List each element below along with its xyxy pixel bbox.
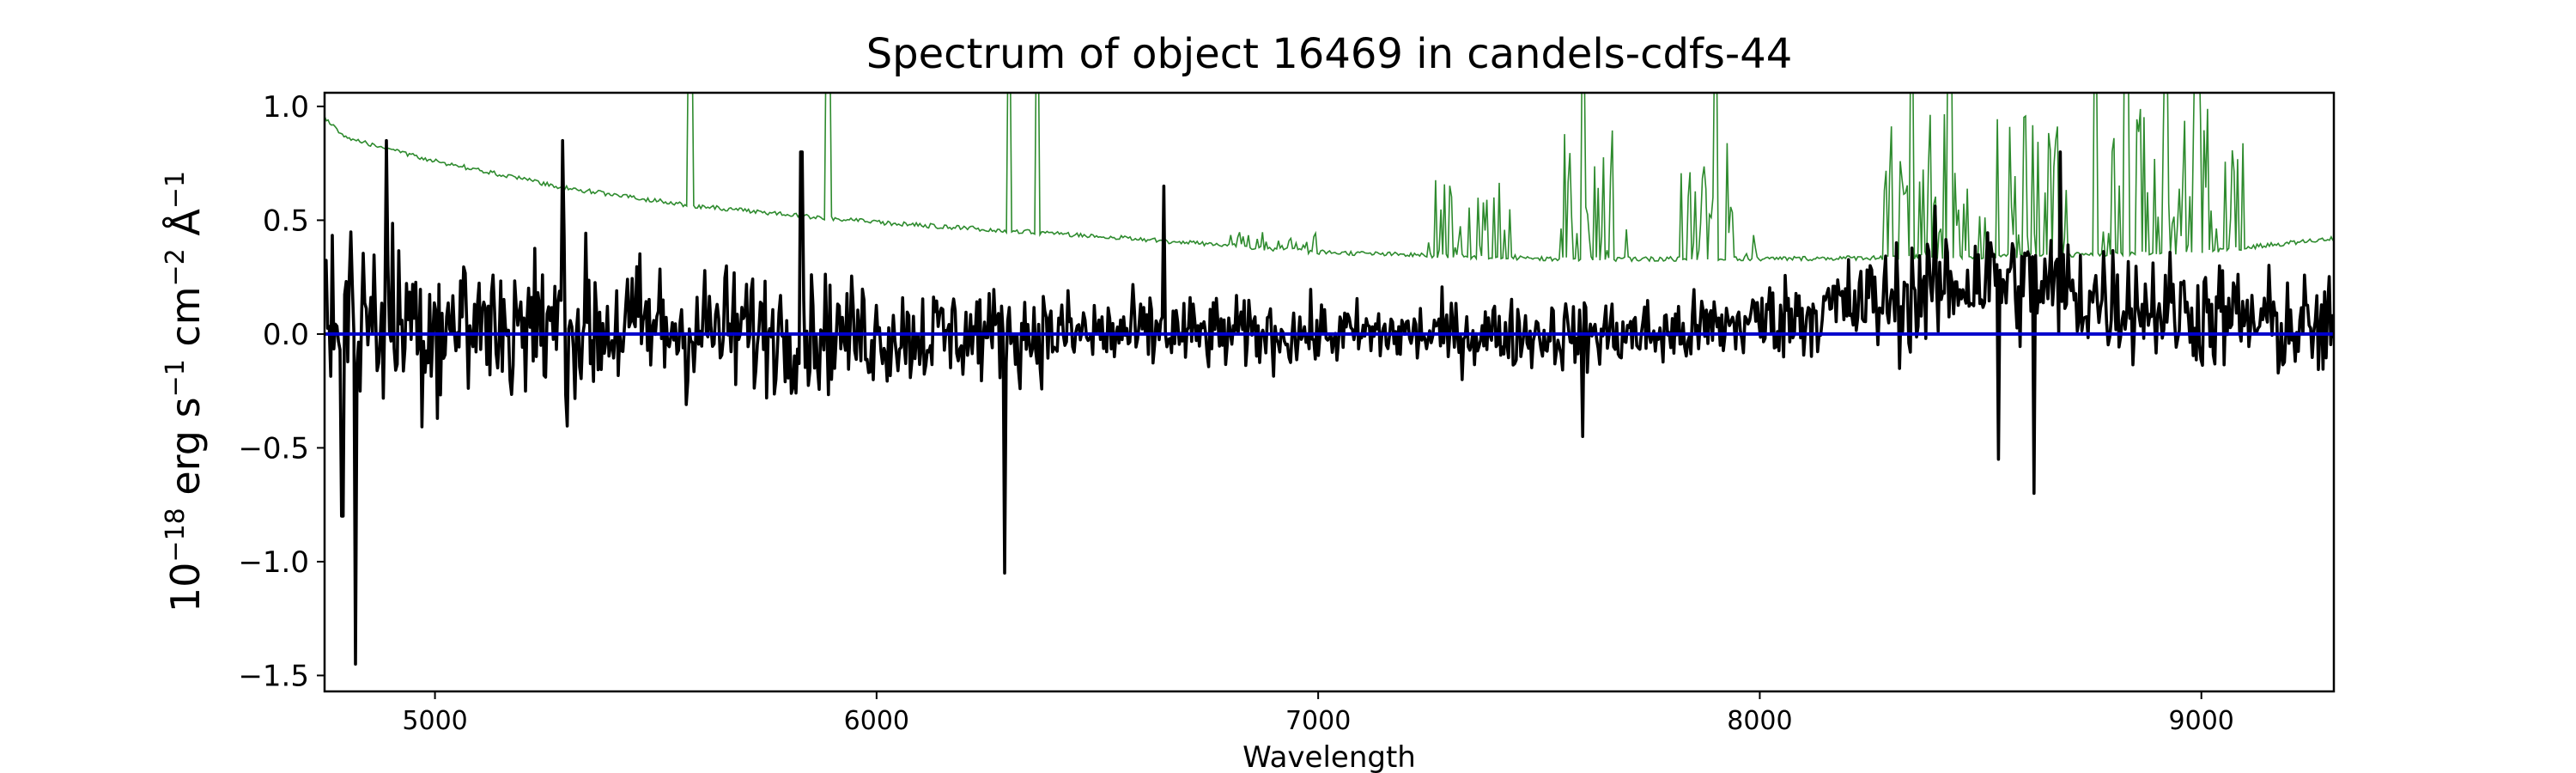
x-axis: 5000 6000 7000 8000 9000 xyxy=(402,691,2234,736)
error-spectrum-line xyxy=(325,93,2334,263)
y-tick-label: −0.5 xyxy=(238,431,309,466)
x-axis-label: Wavelength xyxy=(1242,740,1416,773)
plot-frame xyxy=(323,91,2336,693)
y-tick-label: 1.0 xyxy=(263,90,309,125)
y-tick-label: −1.5 xyxy=(238,659,309,693)
y-axis: 1.0 0.5 0.0 −0.5 −1.0 −1.5 xyxy=(238,90,325,693)
x-tick-label: 5000 xyxy=(402,706,467,736)
chart-title: Spectrum of object 16469 in candels-cdfs… xyxy=(866,30,1793,78)
plot-area xyxy=(325,93,2334,666)
y-axis-label: 10−18 erg s−1 cm−2 Å−1 xyxy=(161,171,209,612)
x-tick-label: 7000 xyxy=(1285,706,1351,736)
y-tick-label: 0.0 xyxy=(263,318,309,352)
y-tick-label: −1.0 xyxy=(238,545,309,580)
x-tick-label: 6000 xyxy=(844,706,909,736)
x-tick-label: 9000 xyxy=(2169,706,2234,736)
y-tick-label: 0.5 xyxy=(263,204,309,238)
x-tick-label: 8000 xyxy=(1727,706,1792,736)
flux-line xyxy=(325,138,2334,666)
